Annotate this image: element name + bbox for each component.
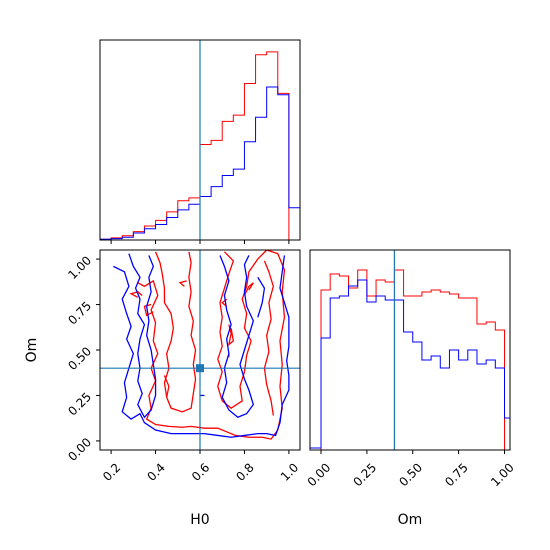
h0-marginal-panel <box>99 39 301 244</box>
om-histogram-blue <box>310 279 510 450</box>
om-marginal-frame <box>309 249 511 451</box>
contour-blue-0 <box>113 255 290 438</box>
om-x-tick-label-3: 0.75 <box>442 460 471 489</box>
h0-tick-label-4: 1.0 <box>278 460 301 483</box>
om-tick-label-3: 0.75 <box>65 299 94 328</box>
h0-tick-label-1: 0.4 <box>144 460 167 483</box>
om-x-tick-label-2: 0.50 <box>396 460 425 489</box>
contour-red-1 <box>154 251 197 413</box>
om-tick-label-1: 0.25 <box>65 390 94 419</box>
om-tick-label-4: 1.00 <box>65 253 94 282</box>
contour-red-2 <box>263 260 275 416</box>
contour-red-4 <box>143 303 154 317</box>
om-x-tick-label-4: 1.00 <box>488 460 517 489</box>
y-axis-label-om: Om <box>24 338 40 363</box>
contour-group <box>113 250 290 440</box>
contour-blue-3 <box>257 276 266 318</box>
om-tick-label-2: 0.50 <box>65 344 94 373</box>
contour-red-10 <box>178 280 187 287</box>
contour-red-6 <box>227 324 235 347</box>
contour-red-3 <box>129 291 143 298</box>
joint-contour-panel: 0.2 0.4 0.6 0.8 1.0 0.00 0.25 0.50 0.75 1.00 <box>65 249 301 484</box>
contour-blue-1 <box>128 253 157 419</box>
x-axis-label-om: Om <box>398 512 423 528</box>
om-x-tick-label-1: 0.25 <box>350 460 379 489</box>
contour-red-5 <box>163 375 170 398</box>
x-axis-label-h0: H0 <box>190 512 209 528</box>
h0-tick-label-3: 0.8 <box>233 460 256 483</box>
h0-tick-label-2: 0.6 <box>189 460 212 483</box>
contour-blue-2 <box>219 255 255 419</box>
om-histogram-group <box>310 269 510 450</box>
joint-truth-marker <box>196 364 204 373</box>
om-x-tick-label-0: 0.00 <box>305 460 334 489</box>
contour-red-8 <box>243 282 254 296</box>
om-tick-label-0: 0.00 <box>65 435 94 464</box>
om-histogram-red <box>310 269 510 450</box>
h0-tick-label-0: 0.2 <box>100 460 123 483</box>
contour-red-0 <box>137 250 286 440</box>
om-marginal-panel: 0.00 0.25 0.50 0.75 1.00 <box>305 249 517 489</box>
